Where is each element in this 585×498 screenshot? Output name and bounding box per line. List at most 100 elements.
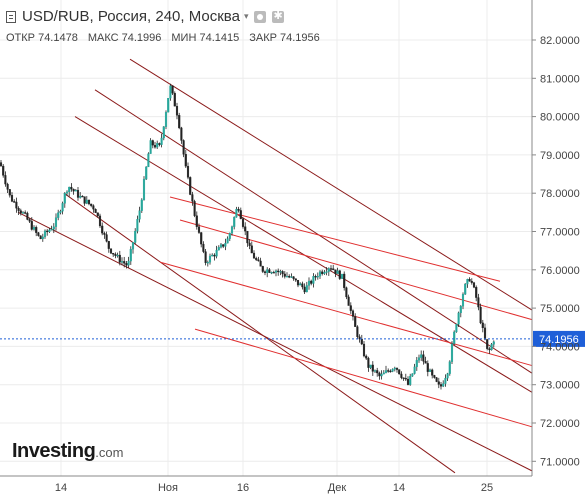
y-tick-label: 79.0000 xyxy=(540,150,580,162)
candle-body xyxy=(332,268,335,270)
candle-body xyxy=(263,271,267,274)
candle-body xyxy=(235,208,238,218)
gear-icon[interactable] xyxy=(272,9,285,23)
candle-body xyxy=(79,195,82,198)
collapse-pane-icon[interactable] xyxy=(6,10,16,23)
y-tick-label: 78.0000 xyxy=(540,188,580,200)
candle-body xyxy=(453,331,456,344)
y-tick-label: 75.0000 xyxy=(540,303,580,315)
candle-body xyxy=(466,279,469,285)
trend-line xyxy=(63,192,456,474)
y-tick-label: 81.0000 xyxy=(540,73,580,85)
candle-body xyxy=(285,276,289,278)
trend-line xyxy=(17,211,533,472)
candle-body xyxy=(442,383,445,387)
candle-body xyxy=(140,199,143,211)
candle-body xyxy=(362,343,366,357)
candle-body xyxy=(420,354,423,358)
candle-body xyxy=(406,378,410,385)
candle-body xyxy=(169,85,172,99)
candle-body xyxy=(10,195,14,202)
candle-body xyxy=(48,229,51,232)
candle-body xyxy=(252,252,256,259)
candle-body xyxy=(228,233,231,239)
candle-body xyxy=(400,373,403,378)
candle-body xyxy=(162,126,165,139)
candle-body xyxy=(470,281,473,283)
candle-body xyxy=(21,212,25,214)
candle-body xyxy=(105,234,108,242)
candle-body xyxy=(345,287,348,298)
candle-body xyxy=(2,165,5,176)
candle-body xyxy=(120,261,124,263)
candle-body xyxy=(101,225,104,234)
candle-body xyxy=(197,226,201,233)
candle-body xyxy=(351,310,355,317)
candle-body xyxy=(109,248,113,254)
candle-body xyxy=(167,98,170,113)
candle-body xyxy=(114,253,117,256)
candle-body xyxy=(457,312,460,325)
candle-body xyxy=(288,276,291,278)
y-tick-label: 72.0000 xyxy=(540,418,580,430)
candle-body xyxy=(70,186,73,190)
candle-body xyxy=(387,370,390,372)
candle-body xyxy=(327,268,330,272)
candle-body xyxy=(376,370,379,374)
candle-body xyxy=(32,227,36,230)
candle-body xyxy=(305,285,308,293)
candle-body xyxy=(189,177,192,195)
candle-body xyxy=(257,259,260,262)
candle-body xyxy=(211,254,214,257)
candle-body xyxy=(24,212,27,214)
candle-body xyxy=(250,245,253,254)
candle-body xyxy=(349,305,352,311)
candle-body xyxy=(483,327,487,340)
candle-body xyxy=(68,186,71,193)
candle-body xyxy=(164,112,168,127)
candle-body xyxy=(191,194,194,202)
candle-body xyxy=(439,384,443,387)
candle-body xyxy=(338,270,341,279)
candle-body xyxy=(402,377,405,379)
candle-body xyxy=(87,199,91,205)
x-tick-label: 25 xyxy=(481,482,493,494)
candle-body xyxy=(303,286,306,293)
candle-body xyxy=(279,271,282,273)
candle-body xyxy=(217,247,220,251)
candle-body xyxy=(459,306,462,314)
candle-body xyxy=(325,271,328,273)
ohlc-legend: ОТКР 74.1478 МАКС 74.1996 МИН 74.1415 ЗА… xyxy=(6,32,320,44)
trend-line xyxy=(194,328,533,428)
candle-body xyxy=(371,364,374,372)
candle-body xyxy=(444,377,447,384)
candle-body xyxy=(134,230,137,243)
candle-body xyxy=(74,190,77,192)
candle-body xyxy=(103,232,106,235)
candle-body xyxy=(6,183,9,190)
chart-grid xyxy=(0,0,532,476)
candle-body xyxy=(354,316,357,327)
candle-body xyxy=(391,369,394,372)
x-axis: 14 Ноя 16 Дек 14 25 xyxy=(0,475,532,494)
candle-body xyxy=(431,369,434,376)
candle-body xyxy=(492,341,495,345)
candle-body xyxy=(433,375,436,378)
candle-body xyxy=(316,275,319,278)
candle-body xyxy=(461,294,465,307)
trend-line xyxy=(129,58,533,311)
candle-body xyxy=(437,381,440,385)
candle-body xyxy=(52,226,55,230)
candle-body xyxy=(417,357,421,361)
logo-main: Investing xyxy=(12,440,96,462)
candle-body xyxy=(37,232,40,236)
candle-body xyxy=(389,370,392,373)
candle-body xyxy=(81,195,84,198)
chevron-down-icon[interactable]: ▾ xyxy=(243,11,249,21)
candle-body xyxy=(72,188,75,192)
candle-body xyxy=(19,210,22,214)
visibility-icon[interactable] xyxy=(254,10,267,23)
candle-body xyxy=(35,227,38,233)
candle-body xyxy=(54,217,58,227)
